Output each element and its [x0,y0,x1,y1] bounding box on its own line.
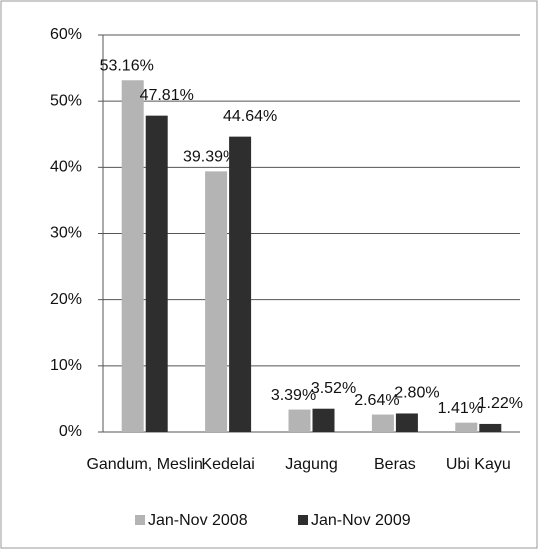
bar [371,414,394,432]
value-label: 2.64% [354,392,399,409]
value-label: 2.80% [394,385,439,402]
bar [455,422,478,432]
y-tick-label: 0% [59,423,82,440]
y-tick-label: 30% [50,225,82,242]
value-label: 53.16% [100,57,154,74]
x-tick-label: Jagung [285,456,338,473]
value-label: 3.52% [311,380,356,397]
x-tick-label: Beras [374,456,416,473]
value-label: 3.39% [271,387,316,404]
x-tick-label: Gandum, Meslin [86,456,203,473]
bar [121,80,144,433]
bar [229,136,252,432]
legend-swatch [298,515,308,525]
y-tick-label: 50% [50,92,82,109]
legend-label: Jan-Nov 2009 [311,512,411,529]
legend-swatch [135,515,145,525]
x-tick-label: Ubi Kayu [446,456,511,473]
legend-label: Jan-Nov 2008 [148,512,248,529]
x-tick-label: Kedelai [201,456,254,473]
bar [312,408,335,432]
bar [205,171,228,432]
value-label: 1.22% [478,395,523,412]
value-label: 39.39% [183,149,237,166]
y-tick-label: 40% [50,159,82,176]
y-tick-label: 20% [50,291,82,308]
bar [479,423,502,432]
value-label: 1.41% [438,400,483,417]
value-label: 44.64% [223,108,277,125]
bar [395,413,418,432]
y-tick-label: 60% [50,26,82,43]
bar [288,409,311,432]
value-label: 47.81% [140,87,194,104]
bar [145,115,168,432]
y-tick-label: 10% [50,357,82,374]
